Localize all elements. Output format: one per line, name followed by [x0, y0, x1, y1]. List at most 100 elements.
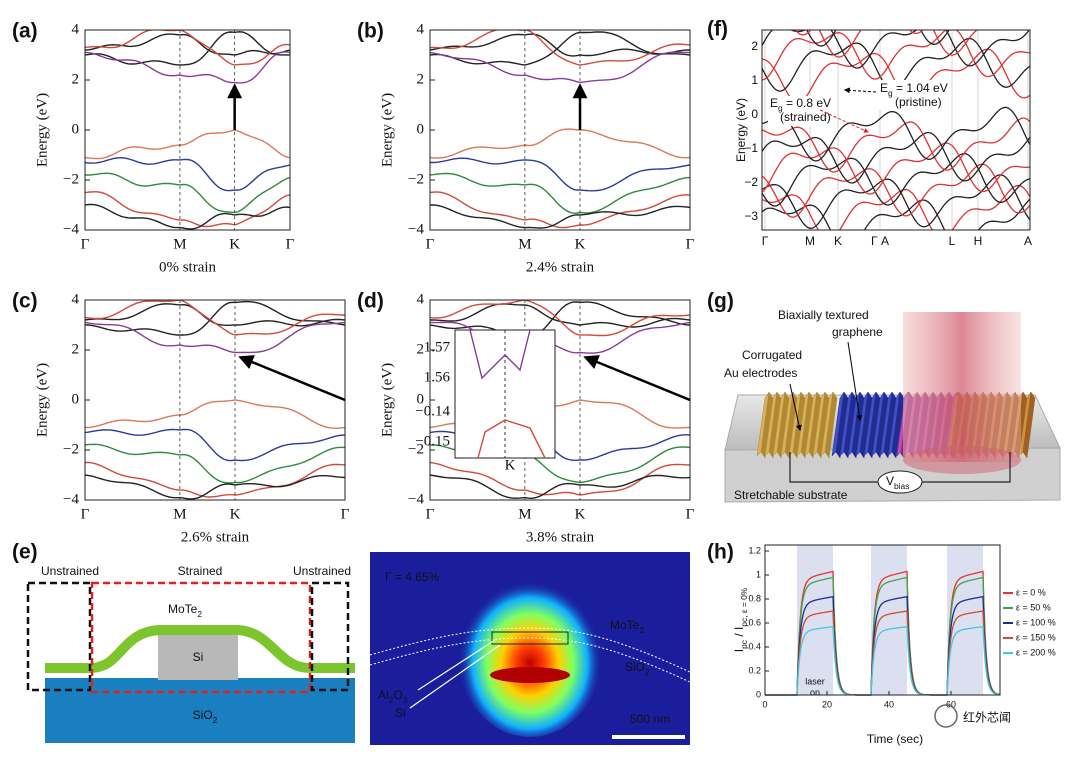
label-part: 2: [197, 609, 202, 619]
gap-note: (strained): [780, 110, 831, 124]
k-label: M: [173, 506, 186, 522]
k-label: Γ: [426, 506, 435, 522]
band-curve: [85, 399, 345, 429]
k-label: Γ: [426, 236, 435, 252]
pleat: [883, 391, 897, 459]
pointer: [409, 644, 501, 709]
band-curve: [430, 204, 690, 229]
pointer: [417, 639, 496, 691]
label-part: 2: [639, 625, 644, 635]
photocurrent-curve: [765, 570, 1001, 696]
gap-arrow: [819, 109, 869, 133]
y-tick-label: −1: [744, 141, 758, 155]
unstrained-box: [26, 581, 92, 692]
inset-k-label: K: [505, 457, 516, 473]
caption: 2.6% strain: [181, 529, 250, 545]
band-curve: [762, 163, 1030, 218]
inset-curve: [477, 419, 546, 459]
y-tick-label: 0.2: [748, 665, 761, 675]
band-curve: [85, 300, 345, 336]
pleat: [859, 391, 873, 459]
waveguide-line: [369, 627, 691, 673]
gap-arrow: [843, 87, 877, 94]
panel-label: (b): [357, 20, 384, 43]
photocurrent-curve: [765, 625, 1001, 696]
frame: [761, 29, 1031, 231]
band-curve: [762, 0, 1030, 13]
gap-strained: Eg = 0.8 eV: [770, 96, 831, 113]
gap-pristine-part: E: [880, 81, 888, 95]
band-curve: [762, 153, 1030, 207]
label: MoTe2: [168, 602, 202, 619]
y-tick-label: −3: [744, 209, 758, 223]
y-tick-label: 1.2: [748, 545, 761, 555]
y-tick-label: −2: [408, 441, 424, 457]
label-part: SiO: [193, 708, 213, 722]
band-curve: [85, 129, 290, 160]
wechat-icon: [934, 704, 958, 728]
arrow: [583, 355, 691, 402]
label: Biaxially textured: [778, 308, 869, 322]
k-label: Γ: [686, 506, 695, 522]
band-curve: [430, 301, 690, 337]
k-label: Γ A: [871, 234, 889, 248]
band-curve: [85, 321, 345, 354]
inset-curve: [469, 329, 531, 380]
pointer: [847, 341, 863, 422]
label-part: MoTe: [610, 618, 640, 632]
y-tick-label: 0.4: [748, 641, 761, 651]
label: Unstrained: [41, 564, 99, 578]
y-tick-label: 0: [72, 121, 80, 137]
gap-pristine-part: = 1.04 eV: [893, 81, 948, 95]
label-part: MoTe: [168, 602, 198, 616]
k-label: M: [805, 234, 815, 248]
label: Unstrained: [293, 564, 351, 578]
inset-tick-label: −0.14: [415, 403, 450, 419]
k-label: K: [834, 234, 842, 248]
k-label: K: [575, 506, 586, 522]
legend-label: ε = 0 %: [1016, 587, 1046, 597]
legend-label: ε = 50 %: [1016, 602, 1051, 612]
label-part: 2: [645, 667, 650, 677]
light-beam: [903, 312, 1021, 462]
laser-label: on: [810, 687, 820, 697]
sio2-layer: [45, 678, 355, 743]
label-part: Al: [378, 688, 389, 702]
pleat: [768, 391, 782, 459]
y-axis-label-part: I: [732, 649, 746, 652]
label-part: 3: [403, 695, 408, 705]
band-curve: [85, 203, 290, 230]
band-curve: [762, 184, 1030, 230]
band-curve: [430, 33, 690, 57]
x-tick-label: 20: [822, 699, 832, 709]
band-curve: [762, 30, 1030, 69]
panel-label: (c): [12, 290, 38, 313]
pleat: [891, 391, 905, 459]
caption: 2.4% strain: [526, 259, 595, 275]
y-axis-label-part: pc, ε = 0%: [739, 587, 749, 626]
y-tick-label: 2: [72, 341, 80, 357]
y-tick-label: 0.8: [748, 593, 761, 603]
mode-field: [458, 573, 602, 737]
bias-label: Vbias: [886, 474, 909, 491]
label: Γ = 4.65%: [385, 570, 440, 584]
laser-window: [871, 545, 907, 695]
k-label: K: [230, 506, 241, 522]
band-curve: [430, 300, 690, 337]
panel-label: (h): [707, 541, 734, 564]
strained-box: [90, 581, 312, 694]
y-tick-label: 1: [751, 73, 758, 87]
band-curve: [85, 51, 290, 84]
band-curve: [762, 106, 1030, 162]
laser-window: [797, 545, 833, 695]
label: Al2O3: [378, 688, 408, 705]
circuit: [789, 452, 1011, 483]
y-tick-label: −4: [408, 491, 424, 507]
laser-window: [947, 545, 983, 695]
gap-strained-part: g: [778, 103, 783, 113]
k-label: M: [518, 236, 531, 252]
photocurrent-curve: [765, 610, 1001, 696]
y-tick-label: 2: [417, 341, 425, 357]
band-curve: [762, 174, 1030, 230]
y-tick-label: 4: [417, 291, 425, 307]
